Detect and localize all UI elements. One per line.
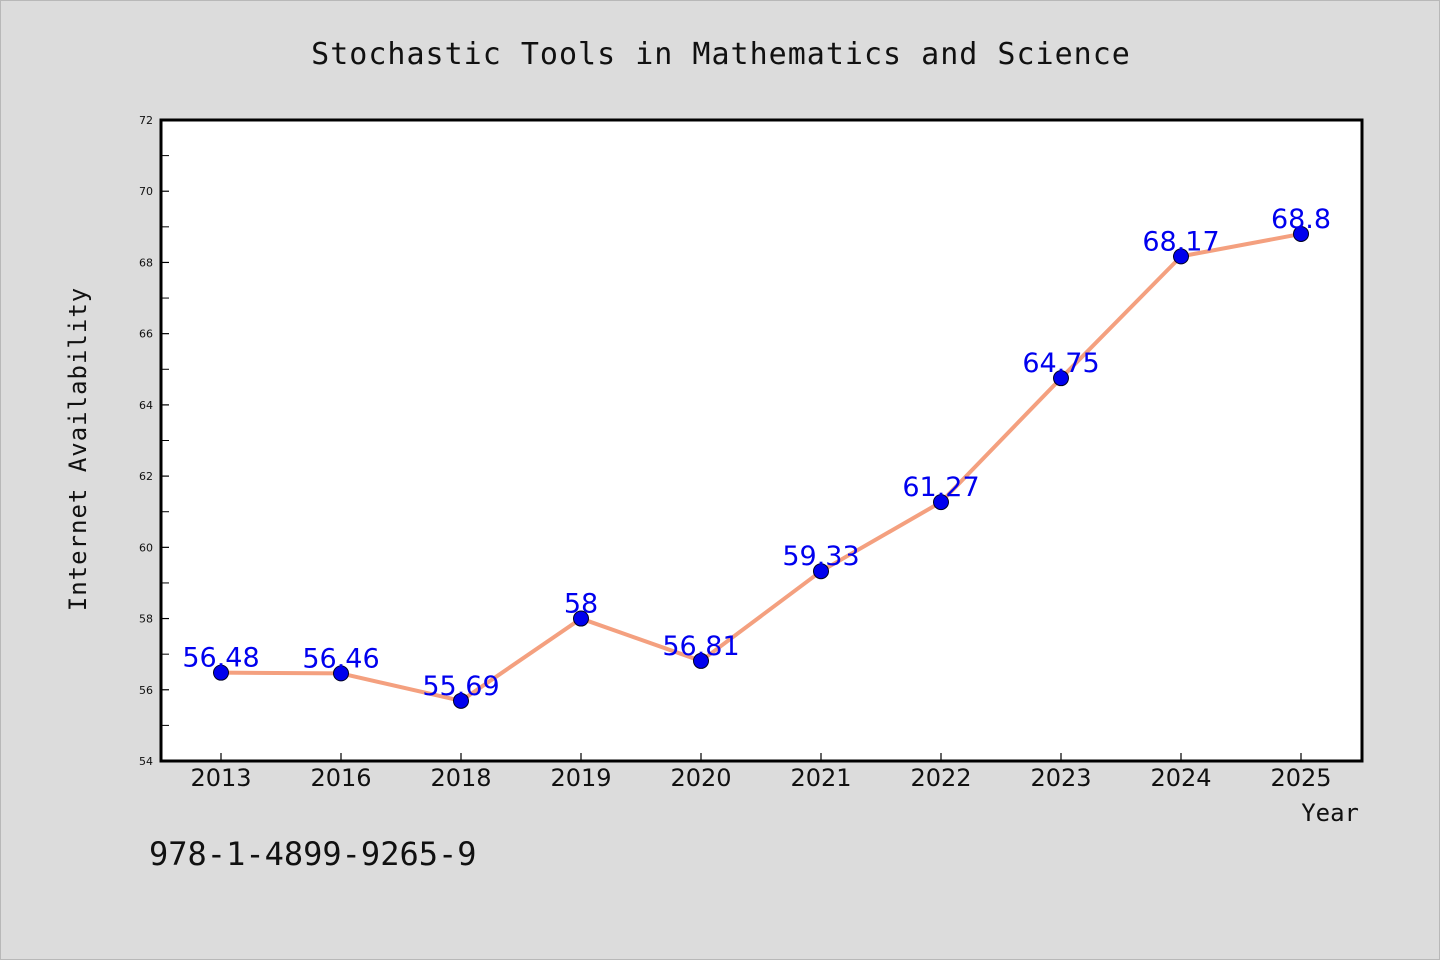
- data-point: [693, 652, 709, 669]
- data-point: [333, 665, 349, 682]
- y-tick-label: 68: [139, 256, 153, 269]
- x-tick-label: 2019: [550, 764, 611, 792]
- data-point: [933, 494, 949, 511]
- x-tick-label: 2016: [310, 764, 371, 792]
- data-label: 58: [564, 589, 598, 620]
- y-axis-label: Internet Availability: [64, 287, 92, 611]
- data-label: 61.27: [902, 472, 979, 503]
- data-label: 56.48: [182, 643, 259, 674]
- x-axis: 2013 2016 2018 2019 2020 2021 2022 2023 2024 2025: [190, 753, 1332, 792]
- y-axis: 54 56 58 60 62 64 66 68 70 72: [139, 114, 169, 768]
- series-line: [219, 231, 1303, 703]
- y-tick-label: 66: [139, 328, 153, 341]
- x-tick-label: 2025: [1270, 764, 1331, 792]
- data-point: [813, 563, 829, 580]
- data-point: [1173, 248, 1189, 265]
- plot-area: [159, 118, 1364, 763]
- y-tick-label: 60: [139, 541, 153, 554]
- chart-title: Stochastic Tools in Mathematics and Scie…: [311, 37, 1131, 72]
- data-label: 68.17: [1142, 226, 1219, 257]
- data-label: 59.33: [782, 541, 859, 572]
- data-label: 56.81: [662, 631, 739, 662]
- x-axis-label: Year: [1301, 799, 1359, 827]
- isbn-text: 978-1-4899-9265-9: [149, 835, 477, 873]
- data-label: 64.75: [1022, 348, 1099, 379]
- y-tick-label: 56: [139, 684, 153, 697]
- data-point: [453, 692, 469, 709]
- series-markers: [213, 225, 1309, 709]
- data-point: [1293, 225, 1309, 242]
- y-tick-label: 72: [139, 114, 153, 127]
- data-label: 55.69: [422, 671, 499, 702]
- data-point: [213, 664, 229, 681]
- x-tick-label: 2024: [1150, 764, 1211, 792]
- series-line-group: [219, 231, 1303, 703]
- y-tick-label: 54: [139, 755, 153, 768]
- x-tick-label: 2022: [910, 764, 971, 792]
- y-tick-label: 58: [139, 613, 153, 626]
- data-label: 56.46: [302, 643, 379, 674]
- y-tick-label: 62: [139, 470, 153, 483]
- y-tick-label: 70: [139, 185, 153, 198]
- x-tick-label: 2023: [1030, 764, 1091, 792]
- x-tick-label: 2013: [190, 764, 251, 792]
- x-tick-label: 2018: [430, 764, 491, 792]
- x-tick-label: 2020: [670, 764, 731, 792]
- y-tick-label: 64: [139, 399, 153, 412]
- x-tick-label: 2021: [790, 764, 851, 792]
- data-label: 68.8: [1271, 204, 1331, 235]
- data-labels: 56.48 56.46 55.69 58 56.81 59.33 61.27 64.75 68.…: [182, 204, 1331, 702]
- data-point: [1053, 370, 1069, 387]
- data-point: [573, 610, 589, 627]
